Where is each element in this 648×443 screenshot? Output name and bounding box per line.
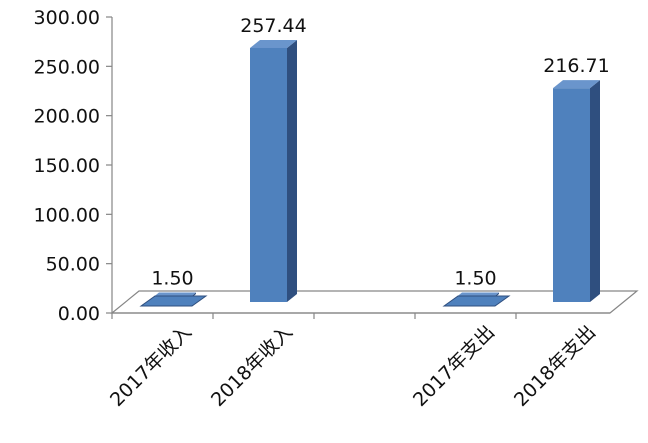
bar-front-face: [250, 48, 287, 302]
data-label: 1.50: [454, 268, 496, 290]
y-tick-label: 200.00: [34, 106, 100, 128]
y-tick-label: 100.00: [34, 204, 100, 226]
bar-side-face: [590, 80, 600, 302]
x-category-label: 2018年支出: [510, 321, 600, 411]
x-category-label: 2018年收入: [207, 321, 297, 411]
bar-front-face: [553, 88, 590, 302]
bar: [553, 80, 600, 302]
y-tick-label: 150.00: [34, 155, 100, 177]
label-layer: 1.50 2017年收入 257.44 2018年收入 1.50 2017年支出 216.7…: [106, 15, 610, 411]
data-label: 1.50: [151, 268, 193, 290]
y-tick-label: 50.00: [46, 254, 100, 276]
bar-layer: [141, 40, 600, 306]
bar: [250, 40, 297, 302]
bar-side-face: [287, 40, 297, 302]
x-category-label: 2017年收入: [106, 321, 196, 411]
y-tick-label: 300.00: [34, 7, 100, 29]
data-label: 216.71: [543, 55, 609, 77]
y-tick-label: 250.00: [34, 56, 100, 78]
y-tick-label: 0.00: [58, 303, 100, 325]
axis-layer: 0.00 50.00 100.00 150.00 200.00 250.00 300.00: [34, 7, 610, 325]
data-label: 257.44: [240, 15, 306, 37]
x-category-label: 2017年支出: [409, 321, 499, 411]
